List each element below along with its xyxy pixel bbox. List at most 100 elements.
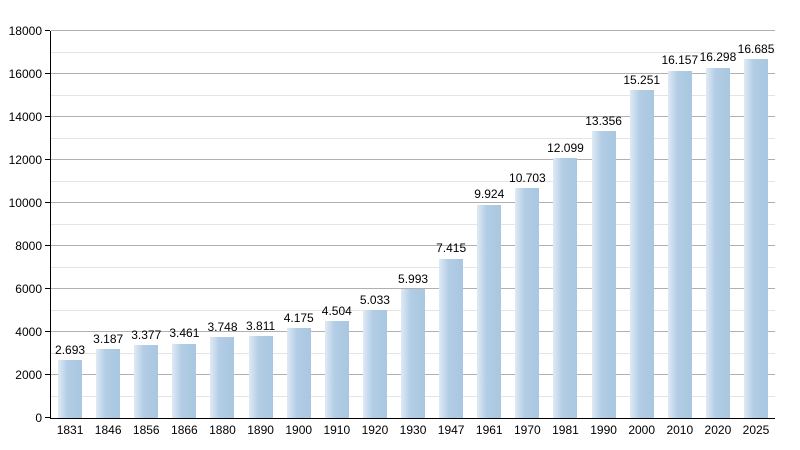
y-axis-tick [45, 245, 50, 246]
y-axis-tick [45, 30, 50, 31]
bar [553, 157, 578, 418]
x-axis-tick-label: 2025 [742, 423, 770, 437]
bar [629, 90, 654, 418]
bar-value-label: 2.693 [55, 342, 86, 357]
bar [324, 321, 349, 418]
bar-value-label: 3.811 [246, 318, 276, 333]
bar-value-label: 5.033 [359, 292, 390, 307]
bar-value-label: 9.924 [474, 187, 505, 202]
bar-value-label: 15.251 [623, 72, 661, 87]
bar-value-label: 16.157 [661, 53, 699, 68]
y-axis-tick [45, 116, 50, 117]
x-axis-tick-label: 1961 [475, 423, 503, 437]
x-axis-tick-label: 2010 [666, 423, 694, 437]
bar-value-label: 3.377 [131, 328, 162, 343]
bar [401, 289, 426, 418]
y-axis-tick-label: 18000 [8, 24, 42, 38]
bar-slot: 10.703 1970 [508, 31, 546, 436]
bar [667, 70, 692, 418]
bar-slot: 5.033 1920 [356, 31, 394, 436]
y-axis-tick-label: 0 [35, 411, 42, 425]
minor-gridline [51, 223, 775, 225]
y-axis-tick [45, 202, 50, 203]
x-axis-tick-label: 1910 [323, 423, 351, 437]
x-axis-tick-label: 1970 [514, 423, 541, 437]
bar-value-label: 3.187 [93, 332, 124, 347]
x-axis-tick-label: 1846 [94, 423, 122, 437]
bar [477, 204, 502, 418]
minor-gridline [51, 137, 775, 139]
bar [705, 67, 730, 418]
bar-slot: 13.356 1990 [585, 31, 623, 436]
bar-slot: 4.504 1910 [318, 31, 356, 436]
x-axis-tick-label: 1920 [361, 423, 389, 437]
bar-value-label: 3.461 [169, 326, 200, 341]
major-gridline [51, 288, 775, 290]
bar-slot: 15.251 2000 [623, 31, 661, 436]
bar-slot: 2.693 1831 [51, 31, 89, 436]
y-axis-tick [45, 374, 50, 375]
minor-gridline [51, 94, 775, 96]
bar [134, 345, 159, 418]
bar-value-label: 5.993 [398, 271, 429, 286]
bar-slot: 3.187 1846 [89, 31, 127, 436]
y-axis-tick-label: 12000 [8, 153, 42, 168]
major-gridline [51, 116, 775, 117]
bar-slot: 9.924 1961 [470, 31, 508, 436]
x-axis-tick-label: 1831 [56, 423, 84, 437]
bar-slot: 3.748 1880 [203, 31, 241, 436]
bar-slot: 16.685 2025 [737, 31, 775, 436]
x-axis-tick-label: 1981 [552, 423, 579, 437]
x-axis-tick-label: 1947 [437, 423, 465, 437]
y-axis-tick-label: 10000 [8, 196, 42, 210]
x-axis-tick-label: 1856 [132, 423, 160, 437]
y-axis-tick-label: 2000 [15, 368, 42, 382]
x-axis-tick-label: 1880 [209, 423, 236, 437]
bar-value-label: 7.415 [436, 241, 467, 256]
minor-gridline [51, 180, 775, 182]
bar-slot: 12.099 1981 [546, 31, 584, 436]
bar [362, 309, 387, 418]
bar [744, 59, 769, 418]
x-axis-tick-label: 1890 [247, 423, 274, 437]
bar [58, 360, 83, 418]
bar-value-label: 3.748 [207, 320, 238, 335]
bar-value-label: 4.504 [321, 303, 352, 318]
y-axis-tick-label: 8000 [15, 239, 42, 253]
bar [248, 336, 273, 418]
bar [172, 343, 197, 418]
y-axis-tick-label: 6000 [15, 282, 42, 297]
bar-slot: 3.461 1866 [165, 31, 203, 436]
major-gridline [51, 202, 775, 203]
bar-value-label: 16.685 [737, 42, 775, 57]
bar-slot: 16.157 2010 [661, 31, 699, 436]
major-gridline [51, 73, 775, 74]
x-axis-tick-label: 2020 [704, 423, 732, 437]
y-axis-tick [45, 288, 50, 290]
bar [439, 258, 464, 418]
bar-slot: 4.175 1900 [280, 31, 318, 436]
bar [286, 328, 311, 418]
x-axis-tick-label: 1866 [171, 423, 198, 437]
y-axis-tick-label: 14000 [8, 110, 42, 124]
y-axis-tick-label: 16000 [8, 67, 42, 81]
bar [515, 187, 540, 418]
x-axis-tick-label: 1900 [285, 423, 313, 437]
bar-value-label: 12.099 [547, 140, 584, 155]
major-gridline [51, 245, 775, 246]
bar-slot: 16.298 2020 [699, 31, 737, 436]
bars-layer: 2.693 1831 3.187 1846 3.377 1856 3.461 1866 3.74… [51, 31, 775, 436]
y-axis-tick [45, 331, 50, 332]
bar-slot: 7.415 1947 [432, 31, 470, 436]
x-axis-tick-label: 1930 [399, 423, 427, 437]
y-axis-tick [45, 73, 50, 74]
bar-value-label: 16.298 [699, 50, 737, 65]
x-axis-tick-label: 1990 [590, 423, 617, 437]
bar-value-label: 4.175 [283, 311, 314, 326]
bar-slot: 3.377 1856 [127, 31, 165, 436]
bar [210, 337, 235, 418]
bar-value-label: 13.356 [585, 113, 622, 128]
plot-area: 0 2000 4000 6000 8000 10000 12000 14000 16000 180… [9, 25, 775, 436]
bar-slot: 3.811 1890 [242, 31, 280, 436]
